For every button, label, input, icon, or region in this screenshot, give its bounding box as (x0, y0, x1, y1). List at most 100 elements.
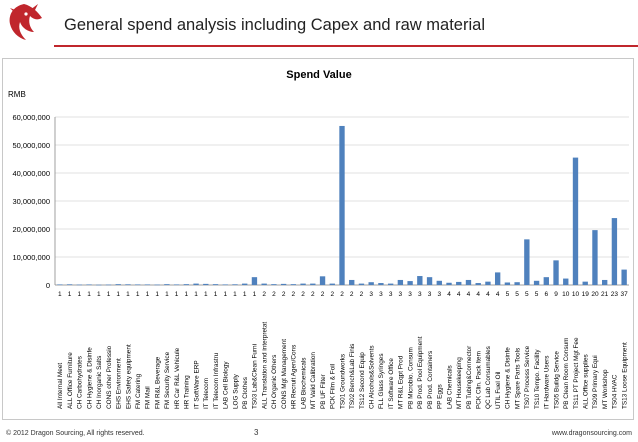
count-label: 2 (330, 291, 334, 298)
count-label: 37 (621, 291, 629, 298)
x-tick-label: CH Alcohols&Solvents (368, 345, 375, 409)
count-label: 2 (360, 291, 364, 298)
bar (524, 239, 530, 285)
bar (397, 279, 404, 285)
count-label: 5 (525, 291, 529, 298)
bar (280, 283, 287, 285)
bar (193, 283, 199, 285)
count-label: 1 (78, 291, 82, 298)
page-title: General spend analysis including Capex a… (64, 16, 485, 34)
count-label: 1 (58, 291, 62, 298)
count-label: 5 (506, 291, 510, 298)
count-label: 1 (97, 291, 101, 298)
bar (105, 284, 112, 286)
x-tick-label: PB Clothes (242, 377, 249, 409)
count-label: 1 (233, 291, 237, 298)
y-tick-label: 30,000,000 (12, 197, 50, 206)
x-tick-label: PB Microbio. Consum (407, 347, 414, 409)
y-tick-label: 0 (46, 281, 50, 290)
bar (368, 282, 374, 285)
count-label: 1 (194, 291, 198, 298)
count-label: 1 (107, 291, 111, 298)
count-label: 2 (272, 291, 276, 298)
count-label: 20 (591, 291, 599, 298)
footer-page-number: 3 (254, 428, 259, 437)
bar (504, 282, 511, 285)
x-tick-label: CONS other Professio (106, 345, 113, 409)
bar (300, 283, 306, 285)
count-label: 1 (243, 291, 247, 298)
x-tick-label: TS11 PT Project Mgt Fee (573, 337, 580, 409)
x-tick-label: MT R&L Eqpt Prod (398, 355, 405, 409)
bar (582, 281, 588, 285)
count-label: 4 (457, 291, 461, 298)
count-label: 2 (350, 291, 354, 298)
count-label: 1 (223, 291, 227, 298)
x-tick-label: TS04 HVAC (612, 374, 619, 409)
x-tick-label: IT Telecom (203, 378, 210, 409)
bar (57, 284, 63, 286)
bar (232, 284, 238, 285)
x-tick-label: QC Lab Consumables (485, 346, 492, 409)
footer-url[interactable]: www.dragonsourcing.com (551, 430, 632, 437)
count-label: 1 (165, 291, 169, 298)
x-tick-label: HR Recruit Agen/Cons (291, 345, 298, 409)
count-label: 19 (582, 291, 590, 298)
count-label: 3 (379, 291, 383, 298)
count-label: 4 (467, 291, 471, 298)
count-label: 3 (399, 291, 403, 298)
bar (319, 276, 326, 285)
count-label: 4 (476, 291, 480, 298)
x-tick-label: IT Telecom Infrastru (213, 352, 220, 409)
count-label: 1 (136, 291, 140, 298)
bar (514, 282, 520, 285)
y-tick-label: 60,000,000 (12, 113, 50, 122)
y-axis-label: RMB (8, 90, 26, 99)
count-label: 6 (544, 291, 548, 298)
bar (339, 125, 345, 286)
x-tick-label: UTIL Fuel Oil (495, 372, 502, 409)
bar (115, 284, 121, 285)
count-label: 3 (418, 291, 422, 298)
bar (290, 284, 297, 285)
count-label: 2 (321, 291, 325, 298)
count-label: 3 (389, 291, 393, 298)
bar (173, 284, 180, 286)
count-label: 2 (262, 291, 266, 298)
bar (475, 283, 481, 285)
footer-copyright: © 2012 Dragon Sourcing, All rights reser… (6, 430, 145, 437)
x-tick-label: HR Training (184, 375, 191, 409)
x-tick-label: HR Car R&L Vehicule (174, 347, 181, 409)
count-label: 1 (253, 291, 257, 298)
bar (456, 281, 462, 285)
bar (592, 230, 598, 285)
count-label: 5 (535, 291, 539, 298)
count-label: 10 (562, 291, 570, 298)
bar (203, 283, 209, 285)
count-label: 23 (611, 291, 619, 298)
x-tick-label: PB Prod. Pool Equipment (417, 336, 424, 409)
bar (494, 272, 501, 285)
count-label: 21 (601, 291, 609, 298)
y-tick-label: 40,000,000 (12, 169, 50, 178)
x-tick-label: EHS Environment (116, 358, 123, 409)
count-label: 1 (116, 291, 120, 298)
x-tick-label: LAB Cell Biology (223, 361, 230, 409)
bar (572, 157, 579, 285)
x-tick-label: CH Organic Others (271, 355, 278, 409)
y-tick-label: 50,000,000 (12, 141, 50, 150)
x-tick-label: TS07 Process Service (524, 345, 531, 409)
x-tick-label: LOG Supply (232, 373, 239, 409)
bar (378, 283, 384, 285)
count-label: 2 (340, 291, 344, 298)
x-tick-label: PP Eggs (437, 384, 444, 409)
x-tick-label: PB Tubing&Connector (466, 345, 473, 409)
count-label: 1 (146, 291, 150, 298)
bar (602, 279, 608, 285)
x-tick-label: LAB Biochemicals (300, 357, 307, 409)
x-tick-label: MT Valid Calibration (310, 352, 317, 409)
count-label: 3 (428, 291, 432, 298)
bar (407, 281, 413, 285)
x-tick-label: PB Clean Room Consum (563, 338, 570, 409)
bar (144, 284, 151, 286)
